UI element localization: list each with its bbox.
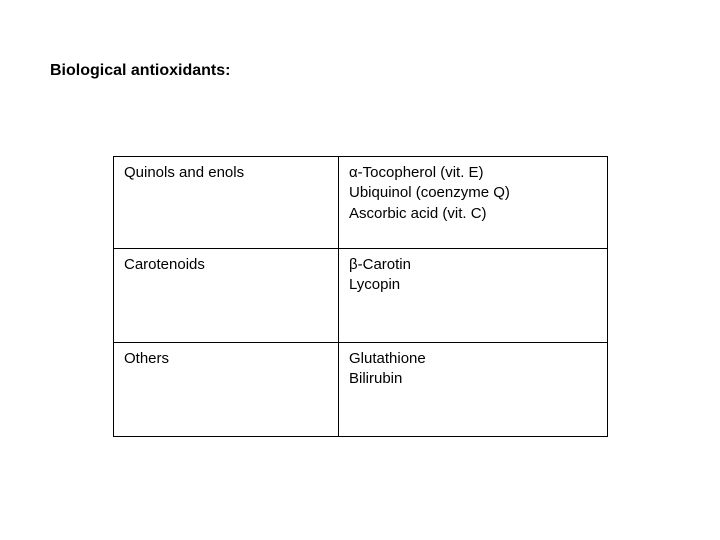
example-item: β-Carotin [349, 255, 599, 275]
example-item: Glutathione [349, 349, 599, 369]
table-row: Others Glutathione Bilirubin [114, 343, 608, 437]
example-item: α-Tocopherol (vit. E) [349, 163, 599, 183]
table-row: Carotenoids β-Carotin Lycopin [114, 249, 608, 343]
example-item: Ubiquinol (coenzyme Q) [349, 183, 599, 203]
category-cell: Quinols and enols [114, 157, 339, 249]
category-cell: Carotenoids [114, 249, 339, 343]
slide: Biological antioxidants: Quinols and eno… [0, 0, 720, 540]
example-item: Bilirubin [349, 369, 599, 389]
page-title: Biological antioxidants: [50, 62, 230, 80]
antioxidants-table: Quinols and enols α-Tocopherol (vit. E) … [113, 156, 608, 437]
example-item: Ascorbic acid (vit. C) [349, 204, 599, 224]
examples-cell: α-Tocopherol (vit. E) Ubiquinol (coenzym… [339, 157, 608, 249]
example-item: Lycopin [349, 275, 599, 295]
table-row: Quinols and enols α-Tocopherol (vit. E) … [114, 157, 608, 249]
examples-cell: β-Carotin Lycopin [339, 249, 608, 343]
category-cell: Others [114, 343, 339, 437]
examples-cell: Glutathione Bilirubin [339, 343, 608, 437]
